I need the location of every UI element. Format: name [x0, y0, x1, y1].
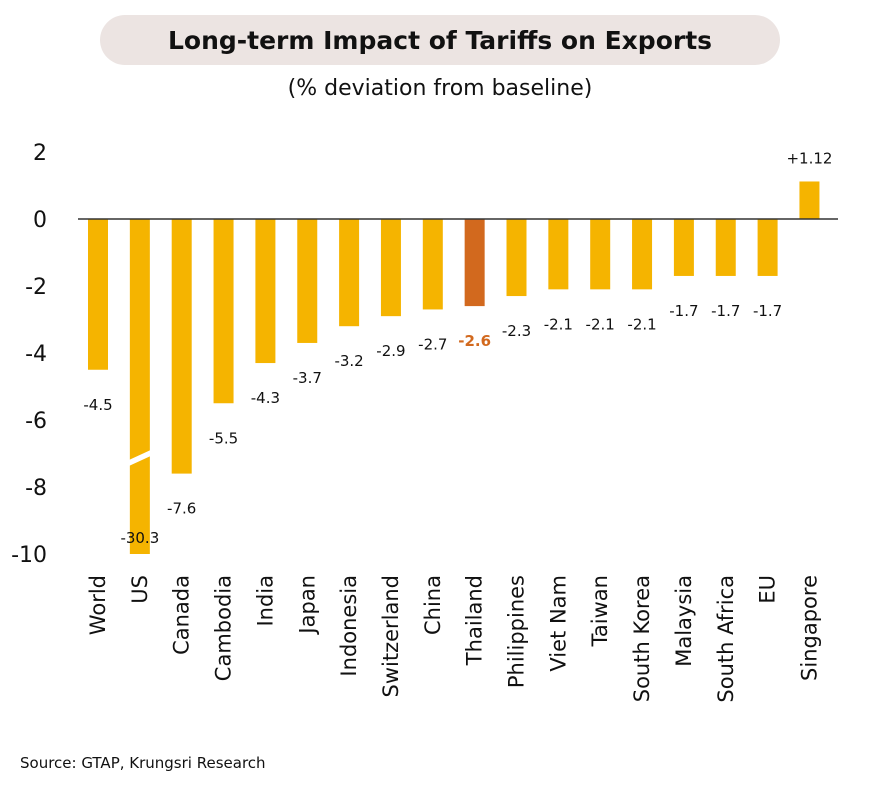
data-label: -2.7 [418, 335, 447, 353]
data-label: -2.1 [627, 315, 656, 333]
category-label: Switzerland [379, 575, 403, 698]
bar-eu [757, 219, 778, 276]
bar-viet-nam [548, 219, 569, 290]
y-tick-label: -2 [25, 275, 47, 300]
y-tick-label: -4 [25, 342, 47, 367]
data-label: -5.5 [209, 429, 238, 447]
data-label: -4.5 [83, 396, 112, 414]
data-label: -3.2 [334, 352, 363, 370]
bar-us [129, 219, 150, 554]
bar-india [255, 219, 276, 364]
y-tick-label: 0 [33, 208, 47, 233]
data-label: -2.6 [458, 332, 491, 350]
bar-switzerland [380, 219, 401, 317]
data-label: -30.3 [120, 529, 159, 547]
bar-cambodia [213, 219, 234, 404]
category-label: Canada [170, 575, 194, 655]
category-label: Cambodia [212, 575, 236, 681]
bar-japan [297, 219, 318, 343]
data-label: -7.6 [167, 500, 196, 518]
category-label: Thailand [463, 575, 487, 666]
category-label: Viet Nam [546, 575, 570, 672]
chart-subtitle: (% deviation from baseline) [287, 76, 593, 101]
data-label: +1.12 [786, 149, 832, 167]
bar-singapore [799, 181, 820, 219]
data-label: -4.3 [251, 389, 280, 407]
bar-indonesia [339, 219, 360, 327]
category-label: South Africa [714, 575, 738, 703]
category-label: Malaysia [672, 575, 696, 667]
y-tick-label: -8 [25, 476, 47, 501]
bar-malaysia [673, 219, 694, 276]
data-label: -3.7 [293, 369, 322, 387]
category-label: China [421, 575, 445, 635]
data-label: -2.1 [544, 315, 573, 333]
axis-break-mark [126, 449, 153, 467]
category-label: US [128, 575, 152, 604]
category-label: EU [756, 575, 780, 604]
category-label: Philippines [505, 575, 529, 688]
category-label: Singapore [797, 575, 821, 681]
data-label: -2.3 [502, 322, 531, 340]
category-label: Indonesia [337, 575, 361, 677]
data-label: -2.9 [376, 342, 405, 360]
bar-china [422, 219, 443, 310]
data-label: -2.1 [586, 315, 615, 333]
y-tick-label: 2 [33, 141, 47, 166]
category-label: Taiwan [588, 575, 612, 647]
chart-title-pill: Long-term Impact of Tariffs on Exports [100, 15, 780, 65]
bar-chart: 2 0 -2 -4 -6 -8 -10 -4.5 -30.3 -7.6 -5.5 -4.3 -3.7 -3… [11, 141, 838, 703]
bar-south-africa [715, 219, 736, 276]
category-label: India [253, 575, 277, 627]
bar-philippines [506, 219, 527, 297]
data-label: -1.7 [711, 302, 740, 320]
bar-thailand [464, 219, 485, 307]
data-label: -1.7 [753, 302, 782, 320]
data-label: -1.7 [669, 302, 698, 320]
bar-world [88, 219, 108, 370]
category-label: Japan [295, 575, 319, 636]
chart-title: Long-term Impact of Tariffs on Exports [167, 25, 713, 55]
category-label: South Korea [630, 575, 654, 702]
category-label: World [86, 575, 110, 635]
y-tick-label: -10 [11, 543, 47, 568]
bar-south-korea [632, 219, 653, 290]
bar-taiwan [590, 219, 611, 290]
bar-canada [171, 219, 192, 474]
y-tick-label: -6 [25, 409, 47, 434]
source-note: Source: GTAP, Krungsri Research [20, 754, 266, 772]
